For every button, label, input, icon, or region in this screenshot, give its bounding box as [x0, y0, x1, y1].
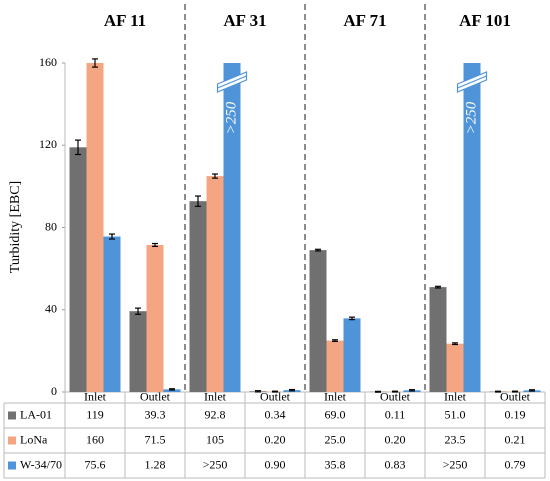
bar: [326, 340, 344, 392]
table-value: 0.83: [385, 457, 406, 471]
table-value: 0.90: [265, 457, 286, 471]
table-value: 0.20: [265, 432, 286, 446]
bar-annotation: >250: [463, 101, 479, 134]
bar: [86, 63, 104, 392]
panel-title: AF 11: [104, 11, 146, 30]
bar: [429, 287, 447, 392]
x-tick-label: Inlet: [444, 389, 467, 403]
axis-break: [457, 75, 487, 89]
table-value: 0.34: [265, 407, 286, 421]
legend-label: LA-01: [20, 407, 52, 421]
panel-title: AF 71: [343, 11, 386, 30]
x-tick-label: Inlet: [84, 389, 107, 403]
y-axis-label: Turbidity [EBC]: [8, 181, 23, 273]
y-tick-label: 120: [39, 137, 57, 151]
y-tick-label: 40: [45, 302, 57, 316]
bars: [69, 63, 541, 392]
x-tick-label: Outlet: [140, 389, 171, 403]
table-value: 1.28: [145, 457, 166, 471]
table-value: 23.5: [445, 432, 466, 446]
table-value: 160: [86, 432, 104, 446]
table-value: 75.6: [85, 457, 106, 471]
table-value: 105: [206, 432, 224, 446]
table-value: 92.8: [205, 407, 226, 421]
y-tick-label: 160: [39, 55, 57, 69]
x-tick-label: Inlet: [204, 389, 227, 403]
bar: [146, 244, 164, 392]
x-tick-label: Inlet: [324, 389, 347, 403]
table-value: 39.3: [145, 407, 166, 421]
bar: [463, 63, 481, 392]
table-value: 119: [86, 407, 104, 421]
table-value: 69.0: [325, 407, 346, 421]
bar: [103, 236, 121, 392]
table-value: 25.0: [325, 432, 346, 446]
table-value: 0.11: [385, 407, 406, 421]
bar: [343, 318, 361, 392]
legend-swatch: [8, 436, 16, 445]
x-tick-label: Outlet: [500, 389, 531, 403]
table-value: 0.79: [505, 457, 526, 471]
bar: [206, 176, 224, 392]
bar-annotation: >250: [223, 101, 239, 134]
bar: [189, 201, 207, 392]
table-value: >250: [203, 457, 228, 471]
bar: [309, 250, 327, 392]
bar: [446, 343, 464, 392]
table-value: 51.0: [445, 407, 466, 421]
table-value: >250: [443, 457, 468, 471]
bar: [223, 63, 241, 392]
table-value: 35.8: [325, 457, 346, 471]
bar: [129, 311, 147, 392]
x-tick-label: Outlet: [260, 389, 291, 403]
bar: [69, 147, 87, 392]
panel-title: AF 101: [459, 11, 511, 30]
table-value: 0.19: [505, 407, 526, 421]
bar: [163, 389, 181, 392]
axis-break: [217, 75, 247, 89]
table-value: 0.21: [505, 432, 526, 446]
legend-label: LoNa: [20, 432, 48, 446]
panel-title: AF 31: [223, 11, 266, 30]
table-value: 0.20: [385, 432, 406, 446]
y-tick-label: 0: [51, 384, 57, 398]
legend-swatch: [8, 411, 16, 420]
legend-label: W-34/70: [20, 457, 62, 471]
y-tick-label: 80: [45, 219, 57, 233]
x-tick-label: Outlet: [380, 389, 411, 403]
legend-swatch: [8, 461, 16, 470]
table-value: 71.5: [145, 432, 166, 446]
